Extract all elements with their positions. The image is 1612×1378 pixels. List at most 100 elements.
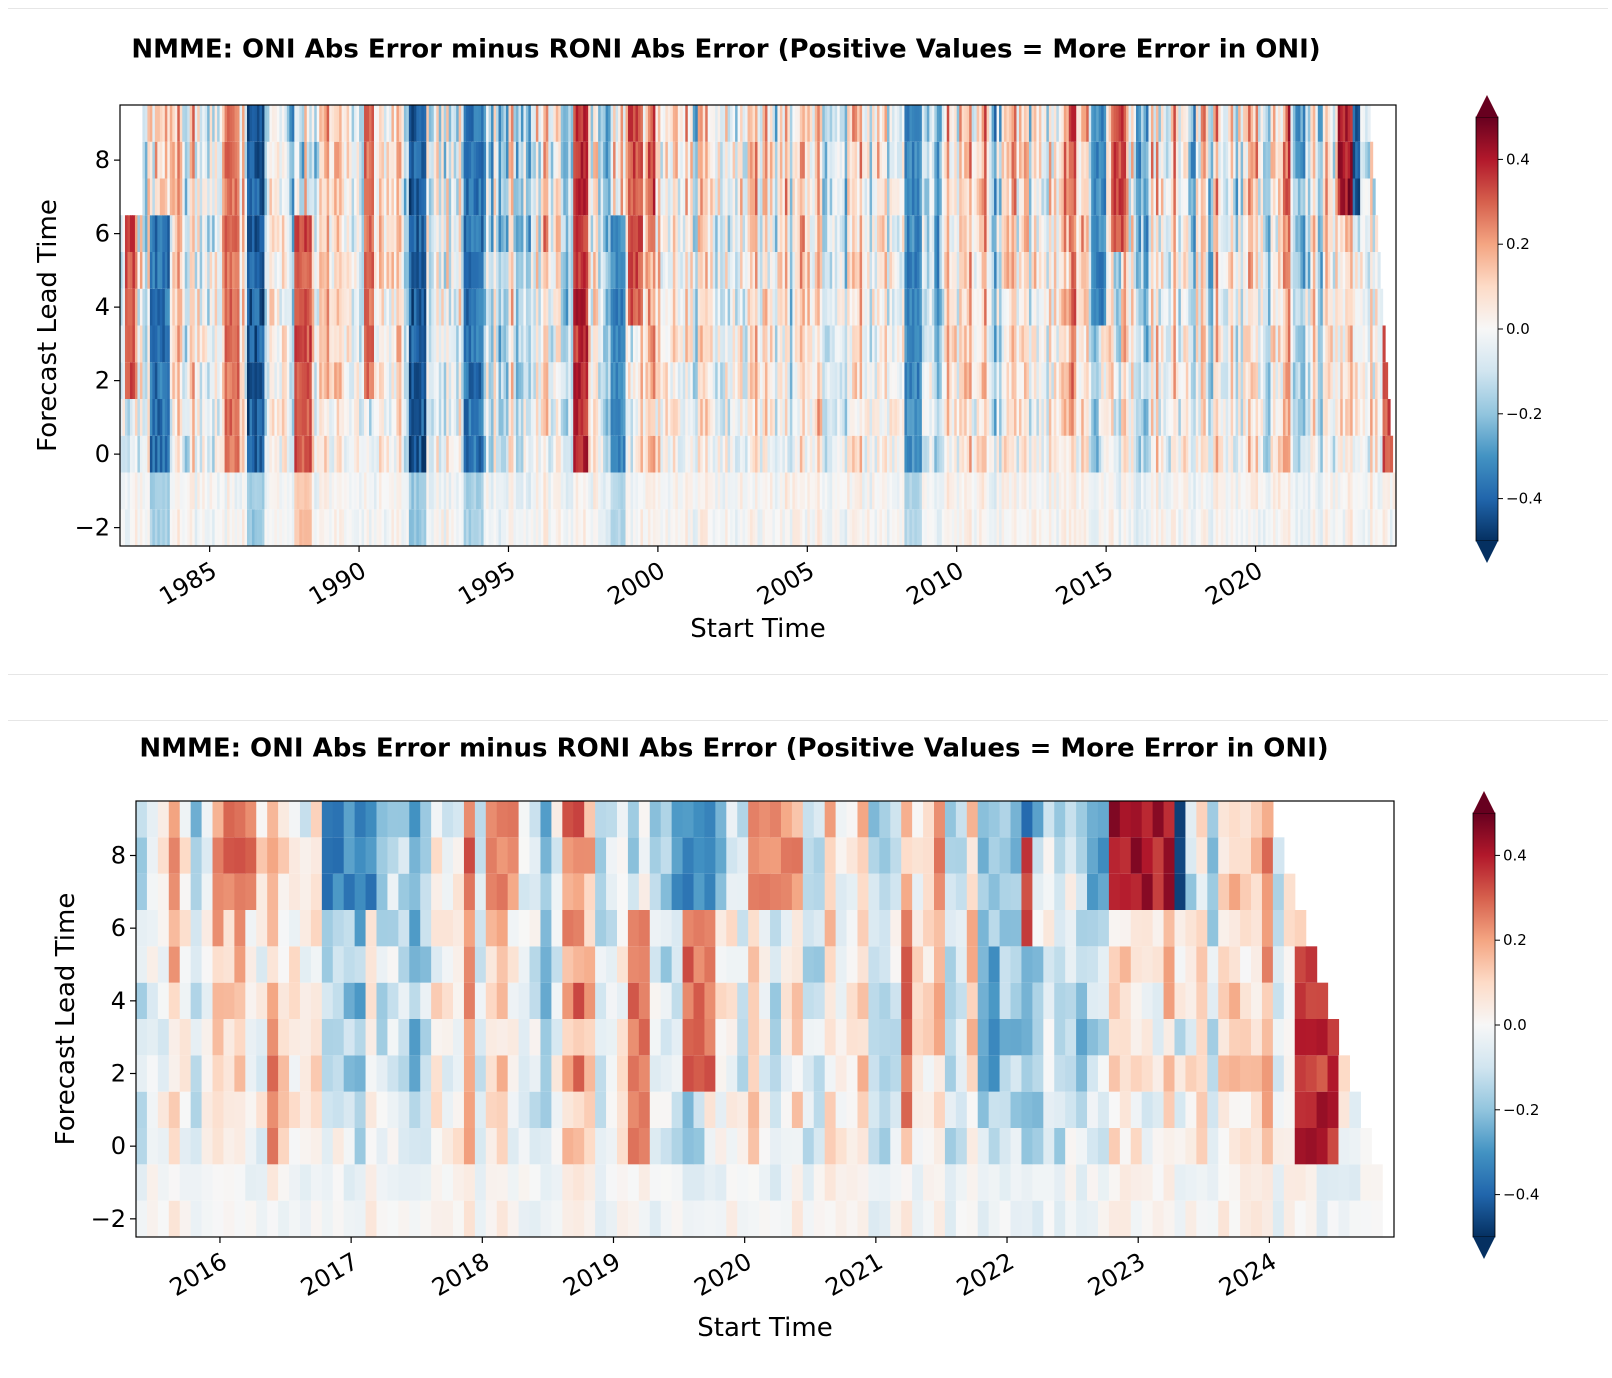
heatmap-cell bbox=[1016, 105, 1020, 142]
heatmap-cell bbox=[1038, 472, 1042, 510]
heatmap-cell bbox=[1148, 325, 1152, 363]
heatmap-cell bbox=[889, 435, 893, 473]
heatmap-cell bbox=[637, 141, 642, 179]
heatmap-cell bbox=[548, 215, 552, 252]
heatmap-cell bbox=[665, 105, 669, 142]
heatmap-cell bbox=[558, 325, 562, 363]
heatmap-cell bbox=[877, 288, 881, 326]
heatmap-cell bbox=[496, 362, 500, 399]
heatmap-cell bbox=[234, 509, 238, 546]
heatmap-cell bbox=[610, 435, 614, 473]
heatmap-cell bbox=[640, 435, 644, 473]
heatmap-cell bbox=[209, 435, 213, 473]
heatmap-cell bbox=[891, 435, 896, 473]
heatmap-cell bbox=[291, 141, 295, 179]
heatmap-cell bbox=[827, 105, 831, 142]
heatmap-cell bbox=[702, 252, 706, 289]
heatmap-cell bbox=[416, 141, 420, 179]
heatmap-cell bbox=[274, 215, 278, 252]
heatmap-cell bbox=[909, 435, 913, 473]
heatmap-cell bbox=[956, 252, 960, 289]
heatmap-cell bbox=[157, 509, 161, 546]
heatmap-cell bbox=[528, 362, 532, 399]
heatmap-cell bbox=[857, 472, 861, 510]
heatmap-cell bbox=[401, 472, 405, 510]
heatmap-cell bbox=[787, 399, 791, 436]
heatmap-cell bbox=[132, 399, 136, 436]
heatmap-cell bbox=[1103, 325, 1107, 363]
heatmap-cell bbox=[159, 141, 163, 179]
heatmap-cell bbox=[632, 362, 637, 399]
heatmap-cell bbox=[505, 509, 510, 546]
heatmap-cell bbox=[540, 435, 544, 473]
heatmap-cell bbox=[336, 178, 340, 216]
heatmap-cell bbox=[891, 288, 896, 326]
heatmap-cell bbox=[217, 252, 221, 289]
heatmap-cell bbox=[735, 178, 739, 216]
heatmap-cell bbox=[787, 325, 791, 363]
heatmap-cell bbox=[1098, 399, 1102, 436]
heatmap-cell bbox=[767, 141, 771, 179]
heatmap-cell bbox=[1088, 509, 1092, 546]
heatmap-cell bbox=[864, 325, 868, 363]
heatmap-cell bbox=[120, 435, 124, 473]
heatmap-cell bbox=[899, 105, 903, 142]
heatmap-cell bbox=[994, 472, 998, 510]
heatmap-cell bbox=[652, 509, 656, 546]
heatmap-cell bbox=[433, 472, 437, 510]
heatmap-cell bbox=[976, 141, 980, 179]
heatmap-cell bbox=[710, 288, 714, 326]
heatmap-cell bbox=[1031, 435, 1035, 473]
heatmap-cell bbox=[767, 362, 771, 399]
heatmap-cell bbox=[882, 178, 886, 216]
heatmap-cell bbox=[1001, 325, 1005, 363]
heatmap-cell bbox=[169, 509, 173, 546]
heatmap-cell bbox=[192, 472, 196, 510]
heatmap-cell bbox=[1058, 399, 1062, 436]
heatmap-cell bbox=[142, 252, 146, 289]
heatmap-cell bbox=[769, 399, 774, 436]
heatmap-cell bbox=[1138, 288, 1142, 326]
heatmap-cell bbox=[518, 105, 522, 142]
heatmap-cell bbox=[182, 141, 186, 179]
heatmap-cell bbox=[481, 472, 485, 510]
heatmap-cell bbox=[219, 252, 223, 289]
heatmap-cell bbox=[984, 325, 988, 363]
heatmap-cell bbox=[535, 288, 539, 326]
heatmap-cell bbox=[755, 105, 759, 142]
heatmap-cell bbox=[642, 178, 647, 216]
heatmap-cell bbox=[1153, 472, 1157, 510]
heatmap-cell bbox=[144, 178, 148, 216]
heatmap-cell bbox=[466, 105, 470, 142]
heatmap-cell bbox=[515, 472, 520, 510]
heatmap-cell bbox=[697, 325, 701, 363]
heatmap-cell bbox=[869, 362, 873, 399]
heatmap-cell bbox=[339, 288, 343, 326]
heatmap-cell bbox=[456, 399, 460, 436]
heatmap-cell bbox=[1066, 435, 1070, 473]
heatmap-cell bbox=[1021, 178, 1025, 216]
heatmap-cell bbox=[613, 472, 617, 510]
heatmap-cell bbox=[411, 362, 415, 399]
heatmap-cell bbox=[426, 178, 430, 216]
heatmap-cell bbox=[662, 472, 666, 510]
heatmap-cell bbox=[289, 325, 293, 363]
heatmap-cell bbox=[1023, 435, 1028, 473]
heatmap-cell bbox=[281, 472, 285, 510]
heatmap-cell bbox=[1158, 399, 1162, 436]
heatmap-cell bbox=[486, 509, 490, 546]
heatmap-cell bbox=[523, 141, 527, 179]
heatmap-cell bbox=[249, 399, 253, 436]
heatmap-cell bbox=[249, 252, 253, 289]
heatmap-cell bbox=[705, 288, 709, 326]
heatmap-cell bbox=[336, 472, 340, 510]
heatmap-cell bbox=[319, 472, 323, 510]
heatmap-cell bbox=[461, 215, 465, 252]
heatmap-cell bbox=[852, 215, 856, 252]
heatmap-cell bbox=[588, 105, 592, 142]
heatmap-cell bbox=[662, 288, 666, 326]
heatmap-cell bbox=[192, 509, 196, 546]
heatmap-cell bbox=[1021, 509, 1025, 546]
heatmap-cell bbox=[603, 325, 607, 363]
heatmap-cell bbox=[234, 141, 238, 179]
